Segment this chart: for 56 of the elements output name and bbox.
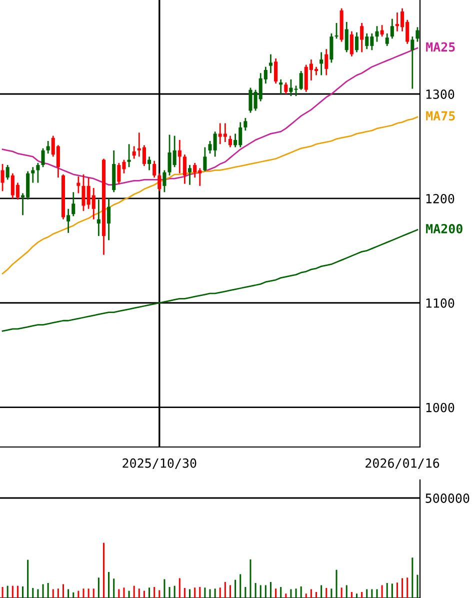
y-tick-label: 1000	[426, 402, 454, 412]
candlestick	[41, 148, 45, 168]
candlestick	[344, 21, 348, 53]
candlestick	[127, 143, 131, 168]
candlestick	[148, 156, 152, 171]
series-label: MA200	[426, 224, 462, 234]
candlestick	[390, 18, 394, 40]
y-tick-label: 1300	[426, 90, 454, 99]
candlestick	[334, 22, 338, 40]
candlestick	[158, 172, 162, 192]
candlestick	[6, 164, 10, 180]
candlestick	[72, 191, 76, 217]
candlestick	[152, 160, 156, 178]
candlestick	[330, 32, 334, 64]
x-tick-label: 2025/10/30	[122, 458, 196, 469]
candlestick	[107, 198, 111, 241]
candlestick	[375, 25, 379, 42]
candlestick	[350, 30, 354, 58]
candlestick	[228, 135, 232, 148]
candlestick	[284, 82, 288, 95]
candlestick	[162, 170, 166, 193]
y-tick-label: 1200	[426, 194, 454, 204]
candlestick	[132, 146, 136, 160]
candlestick	[46, 140, 50, 154]
candlestick	[31, 166, 35, 184]
candlestick	[66, 208, 70, 234]
y-tick-label: 500000	[426, 494, 470, 503]
candlestick	[182, 154, 186, 185]
candlestick	[324, 48, 328, 76]
candlestick	[96, 198, 100, 237]
candlestick	[354, 32, 359, 53]
candlestick	[76, 176, 80, 194]
candlestick	[380, 24, 384, 38]
candlestick	[279, 78, 283, 95]
candlestick	[289, 78, 293, 97]
candlestick	[299, 70, 303, 91]
candlestick	[320, 52, 324, 76]
candlestick	[294, 84, 298, 97]
candlestick	[36, 162, 40, 184]
candlestick	[410, 36, 414, 90]
line-series	[2, 116, 418, 274]
x-tick-label: 2026/01/16	[366, 458, 440, 469]
y-tick-label: 1100	[426, 298, 454, 308]
candlestick	[268, 54, 272, 74]
line-series	[2, 229, 418, 332]
series-label: MA75	[426, 111, 455, 121]
candlestick	[360, 22, 364, 53]
candlestick	[178, 139, 182, 174]
candlestick	[385, 32, 389, 47]
candlestick	[416, 26, 420, 42]
candlestick	[0, 163, 4, 192]
candlestick	[274, 58, 278, 84]
candlestick	[188, 164, 192, 186]
series-label: MA25	[426, 42, 455, 52]
candlestick	[244, 117, 248, 132]
candlestick	[203, 146, 207, 172]
